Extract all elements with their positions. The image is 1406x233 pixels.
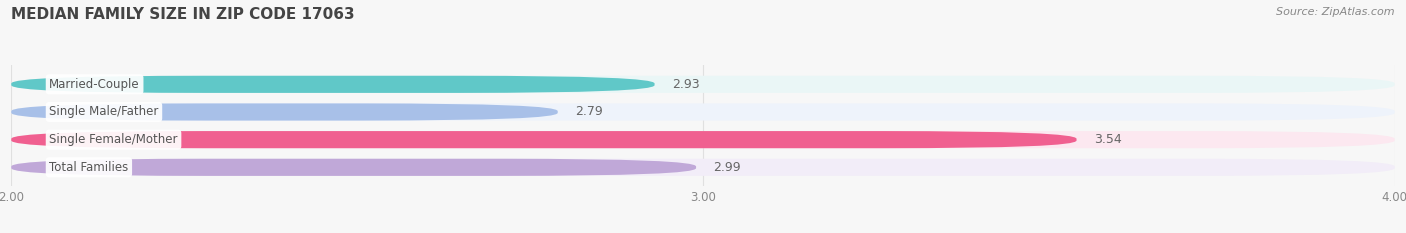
- FancyBboxPatch shape: [11, 76, 655, 93]
- Text: Total Families: Total Families: [49, 161, 128, 174]
- Text: MEDIAN FAMILY SIZE IN ZIP CODE 17063: MEDIAN FAMILY SIZE IN ZIP CODE 17063: [11, 7, 354, 22]
- Text: Source: ZipAtlas.com: Source: ZipAtlas.com: [1277, 7, 1395, 17]
- Text: Married-Couple: Married-Couple: [49, 78, 141, 91]
- Text: 2.99: 2.99: [713, 161, 741, 174]
- FancyBboxPatch shape: [11, 103, 1395, 120]
- FancyBboxPatch shape: [11, 103, 558, 120]
- FancyBboxPatch shape: [11, 159, 1395, 176]
- FancyBboxPatch shape: [11, 76, 1395, 93]
- FancyBboxPatch shape: [11, 159, 696, 176]
- FancyBboxPatch shape: [11, 131, 1077, 148]
- Text: Single Female/Mother: Single Female/Mother: [49, 133, 177, 146]
- Text: 2.93: 2.93: [672, 78, 700, 91]
- FancyBboxPatch shape: [11, 131, 1395, 148]
- Text: Single Male/Father: Single Male/Father: [49, 106, 159, 119]
- Text: 2.79: 2.79: [575, 106, 603, 119]
- Text: 3.54: 3.54: [1094, 133, 1122, 146]
